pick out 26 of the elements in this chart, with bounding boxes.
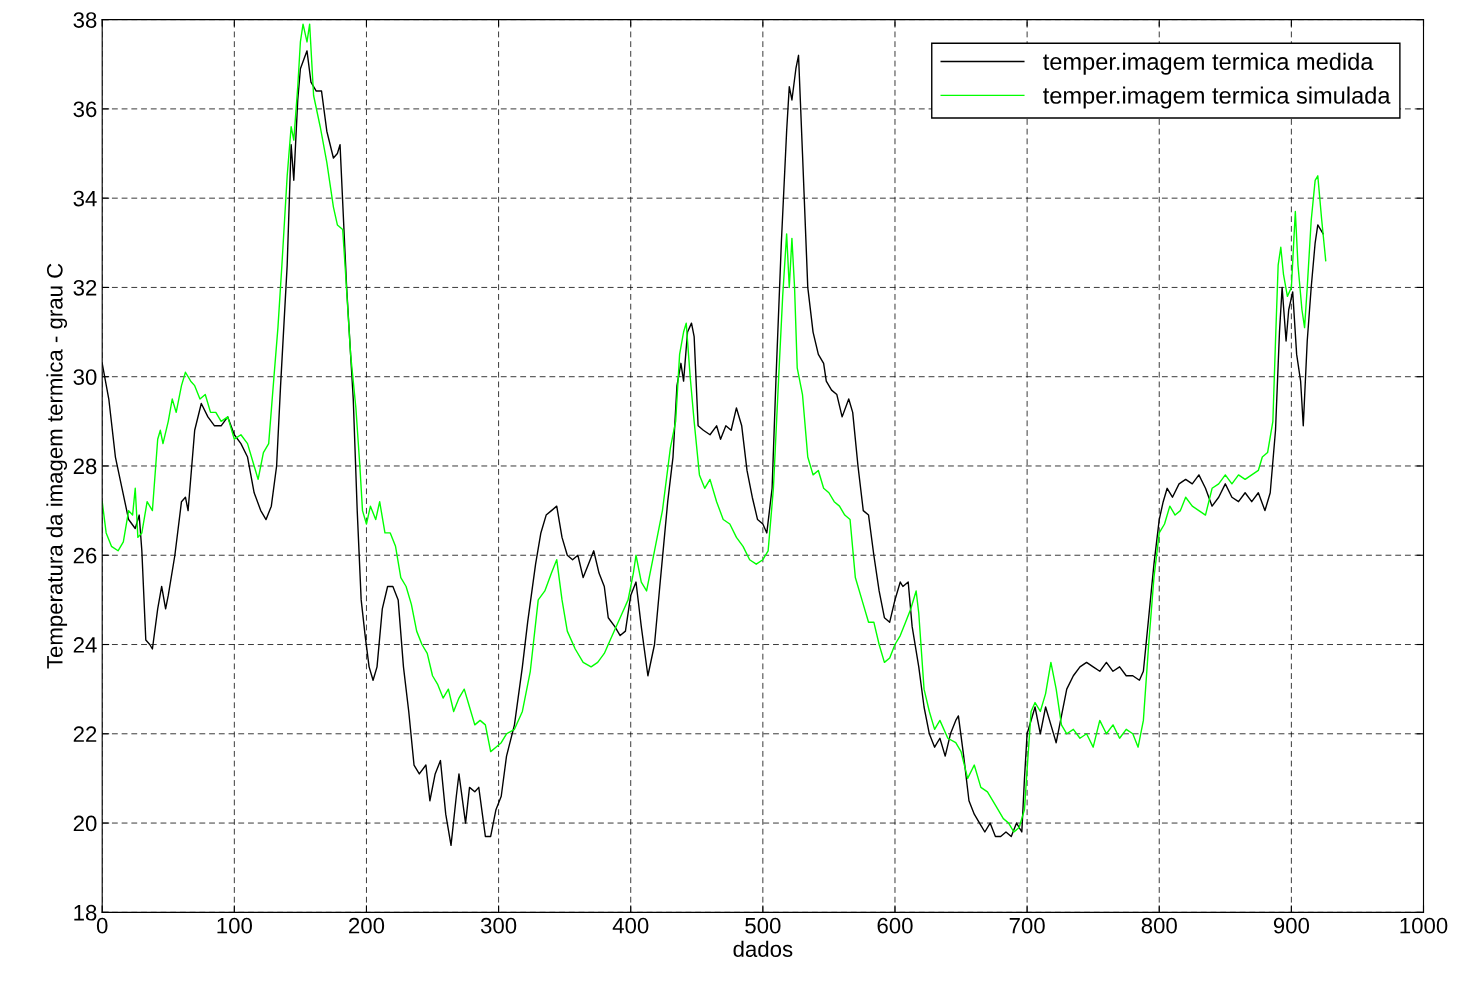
x-tick-label: 600 — [877, 917, 913, 934]
x-tick-label: 400 — [612, 917, 649, 934]
y-tick-label: 32 — [73, 279, 97, 296]
y-axis-title: Temperatura da imagem termica - grau C — [46, 263, 68, 669]
y-tick-label: 26 — [73, 547, 97, 564]
x-tick-label: 300 — [480, 917, 517, 934]
y-tick-label: 38 — [73, 12, 97, 28]
x-tick-label: 700 — [1009, 917, 1045, 934]
y-tick-label: 28 — [73, 458, 97, 475]
y-tick-label: 30 — [73, 369, 97, 385]
x-tick-label: 0 — [96, 917, 108, 934]
legend-label: temper.imagem termica medida — [1043, 52, 1374, 75]
y-tick-label: 18 — [74, 904, 97, 921]
x-axis-title: dados — [733, 940, 793, 958]
y-tick-label: 20 — [73, 815, 97, 832]
x-tick-label: 800 — [1141, 917, 1177, 934]
y-tick-label: 34 — [73, 190, 97, 207]
x-tick-label: 100 — [217, 917, 252, 934]
y-tick-label: 36 — [73, 101, 97, 118]
x-tick-label: 500 — [745, 917, 781, 934]
legend-label: temper.imagem termica simulada — [1043, 86, 1391, 109]
x-tick-label: 200 — [349, 917, 385, 934]
y-tick-label: 22 — [73, 726, 97, 742]
y-tick-label: 24 — [73, 637, 97, 653]
x-tick-label: 1000 — [1400, 917, 1448, 934]
x-tick-label: 900 — [1273, 917, 1310, 934]
